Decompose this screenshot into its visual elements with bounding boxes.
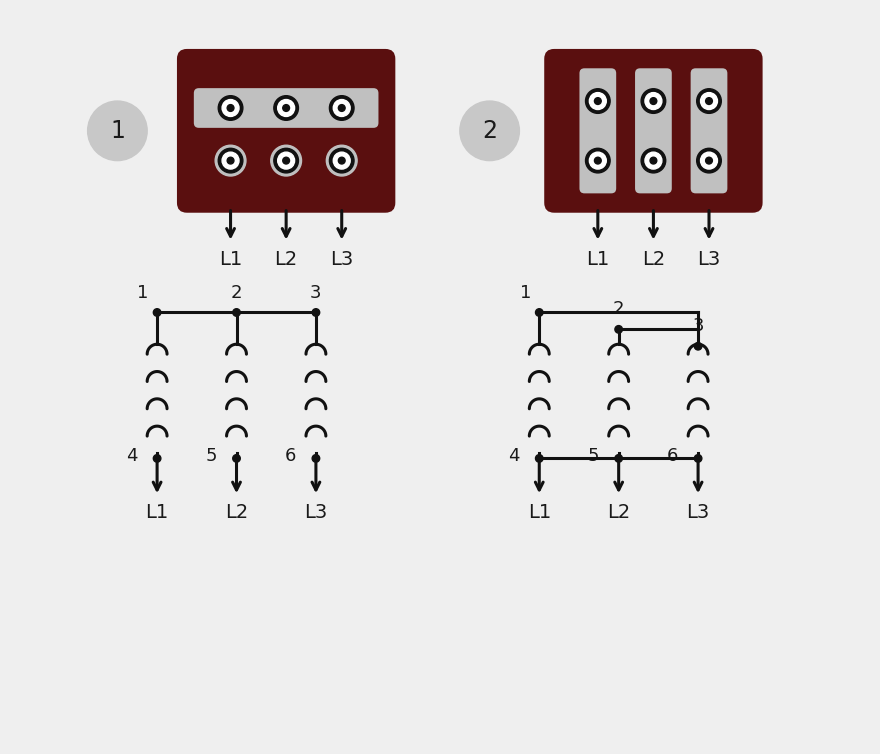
Circle shape <box>590 93 606 109</box>
Circle shape <box>338 105 345 112</box>
Circle shape <box>693 146 724 176</box>
Text: 2: 2 <box>231 284 242 302</box>
Circle shape <box>694 342 702 350</box>
Circle shape <box>216 93 246 124</box>
Circle shape <box>218 149 243 173</box>
Circle shape <box>338 158 345 164</box>
Circle shape <box>222 100 239 116</box>
Circle shape <box>312 308 319 316</box>
Circle shape <box>645 152 662 169</box>
Circle shape <box>642 149 666 173</box>
Circle shape <box>595 158 601 164</box>
FancyBboxPatch shape <box>177 49 395 213</box>
Text: L3: L3 <box>686 504 709 523</box>
Circle shape <box>232 455 240 462</box>
FancyBboxPatch shape <box>691 69 728 193</box>
Circle shape <box>334 152 350 169</box>
FancyBboxPatch shape <box>194 88 378 128</box>
Text: 5: 5 <box>205 447 216 465</box>
Text: 3: 3 <box>310 284 322 302</box>
Circle shape <box>697 89 722 113</box>
Circle shape <box>585 149 610 173</box>
Circle shape <box>271 146 302 176</box>
Circle shape <box>153 455 161 462</box>
FancyBboxPatch shape <box>635 69 671 193</box>
Text: L1: L1 <box>219 250 242 269</box>
Text: L2: L2 <box>607 504 630 523</box>
Circle shape <box>329 149 354 173</box>
Circle shape <box>278 152 295 169</box>
Text: L2: L2 <box>642 250 665 269</box>
Circle shape <box>706 158 713 164</box>
Text: 4: 4 <box>508 447 519 465</box>
Circle shape <box>536 308 543 316</box>
Circle shape <box>595 98 601 105</box>
Text: 1: 1 <box>110 119 125 143</box>
Text: 4: 4 <box>126 447 137 465</box>
Circle shape <box>583 86 613 116</box>
Circle shape <box>638 146 669 176</box>
Circle shape <box>694 455 702 462</box>
Circle shape <box>326 146 357 176</box>
Circle shape <box>645 93 662 109</box>
Text: L2: L2 <box>225 504 248 523</box>
Circle shape <box>278 100 295 116</box>
Circle shape <box>88 101 147 161</box>
Circle shape <box>216 146 246 176</box>
Text: 2: 2 <box>613 300 625 318</box>
Circle shape <box>615 455 622 462</box>
Circle shape <box>232 308 240 316</box>
Text: 1: 1 <box>136 284 148 302</box>
Circle shape <box>590 152 606 169</box>
Text: 3: 3 <box>693 317 704 336</box>
Circle shape <box>650 158 656 164</box>
Circle shape <box>650 98 656 105</box>
Circle shape <box>227 158 234 164</box>
Circle shape <box>642 89 666 113</box>
Circle shape <box>460 101 519 161</box>
Text: 1: 1 <box>520 284 531 302</box>
Circle shape <box>706 98 713 105</box>
Circle shape <box>282 105 290 112</box>
Text: L1: L1 <box>528 504 551 523</box>
Circle shape <box>218 96 243 121</box>
Text: 6: 6 <box>285 447 296 465</box>
Circle shape <box>222 152 239 169</box>
Text: 6: 6 <box>667 447 678 465</box>
Circle shape <box>153 308 161 316</box>
Circle shape <box>271 93 302 124</box>
Circle shape <box>312 455 319 462</box>
FancyBboxPatch shape <box>579 69 616 193</box>
Circle shape <box>693 86 724 116</box>
Text: L3: L3 <box>330 250 354 269</box>
Circle shape <box>329 96 354 121</box>
Circle shape <box>227 105 234 112</box>
Text: L1: L1 <box>145 504 169 523</box>
Text: 5: 5 <box>587 447 598 465</box>
Circle shape <box>697 149 722 173</box>
Circle shape <box>282 158 290 164</box>
Text: L1: L1 <box>586 250 610 269</box>
Circle shape <box>615 326 622 333</box>
Text: L3: L3 <box>304 504 327 523</box>
Circle shape <box>583 146 613 176</box>
Circle shape <box>334 100 350 116</box>
Circle shape <box>638 86 669 116</box>
Circle shape <box>326 93 357 124</box>
Text: 2: 2 <box>482 119 497 143</box>
FancyBboxPatch shape <box>544 49 763 213</box>
Text: L2: L2 <box>275 250 297 269</box>
Circle shape <box>700 152 717 169</box>
Circle shape <box>274 96 298 121</box>
Circle shape <box>274 149 298 173</box>
Circle shape <box>585 89 610 113</box>
Text: L3: L3 <box>697 250 721 269</box>
Circle shape <box>700 93 717 109</box>
Circle shape <box>536 455 543 462</box>
